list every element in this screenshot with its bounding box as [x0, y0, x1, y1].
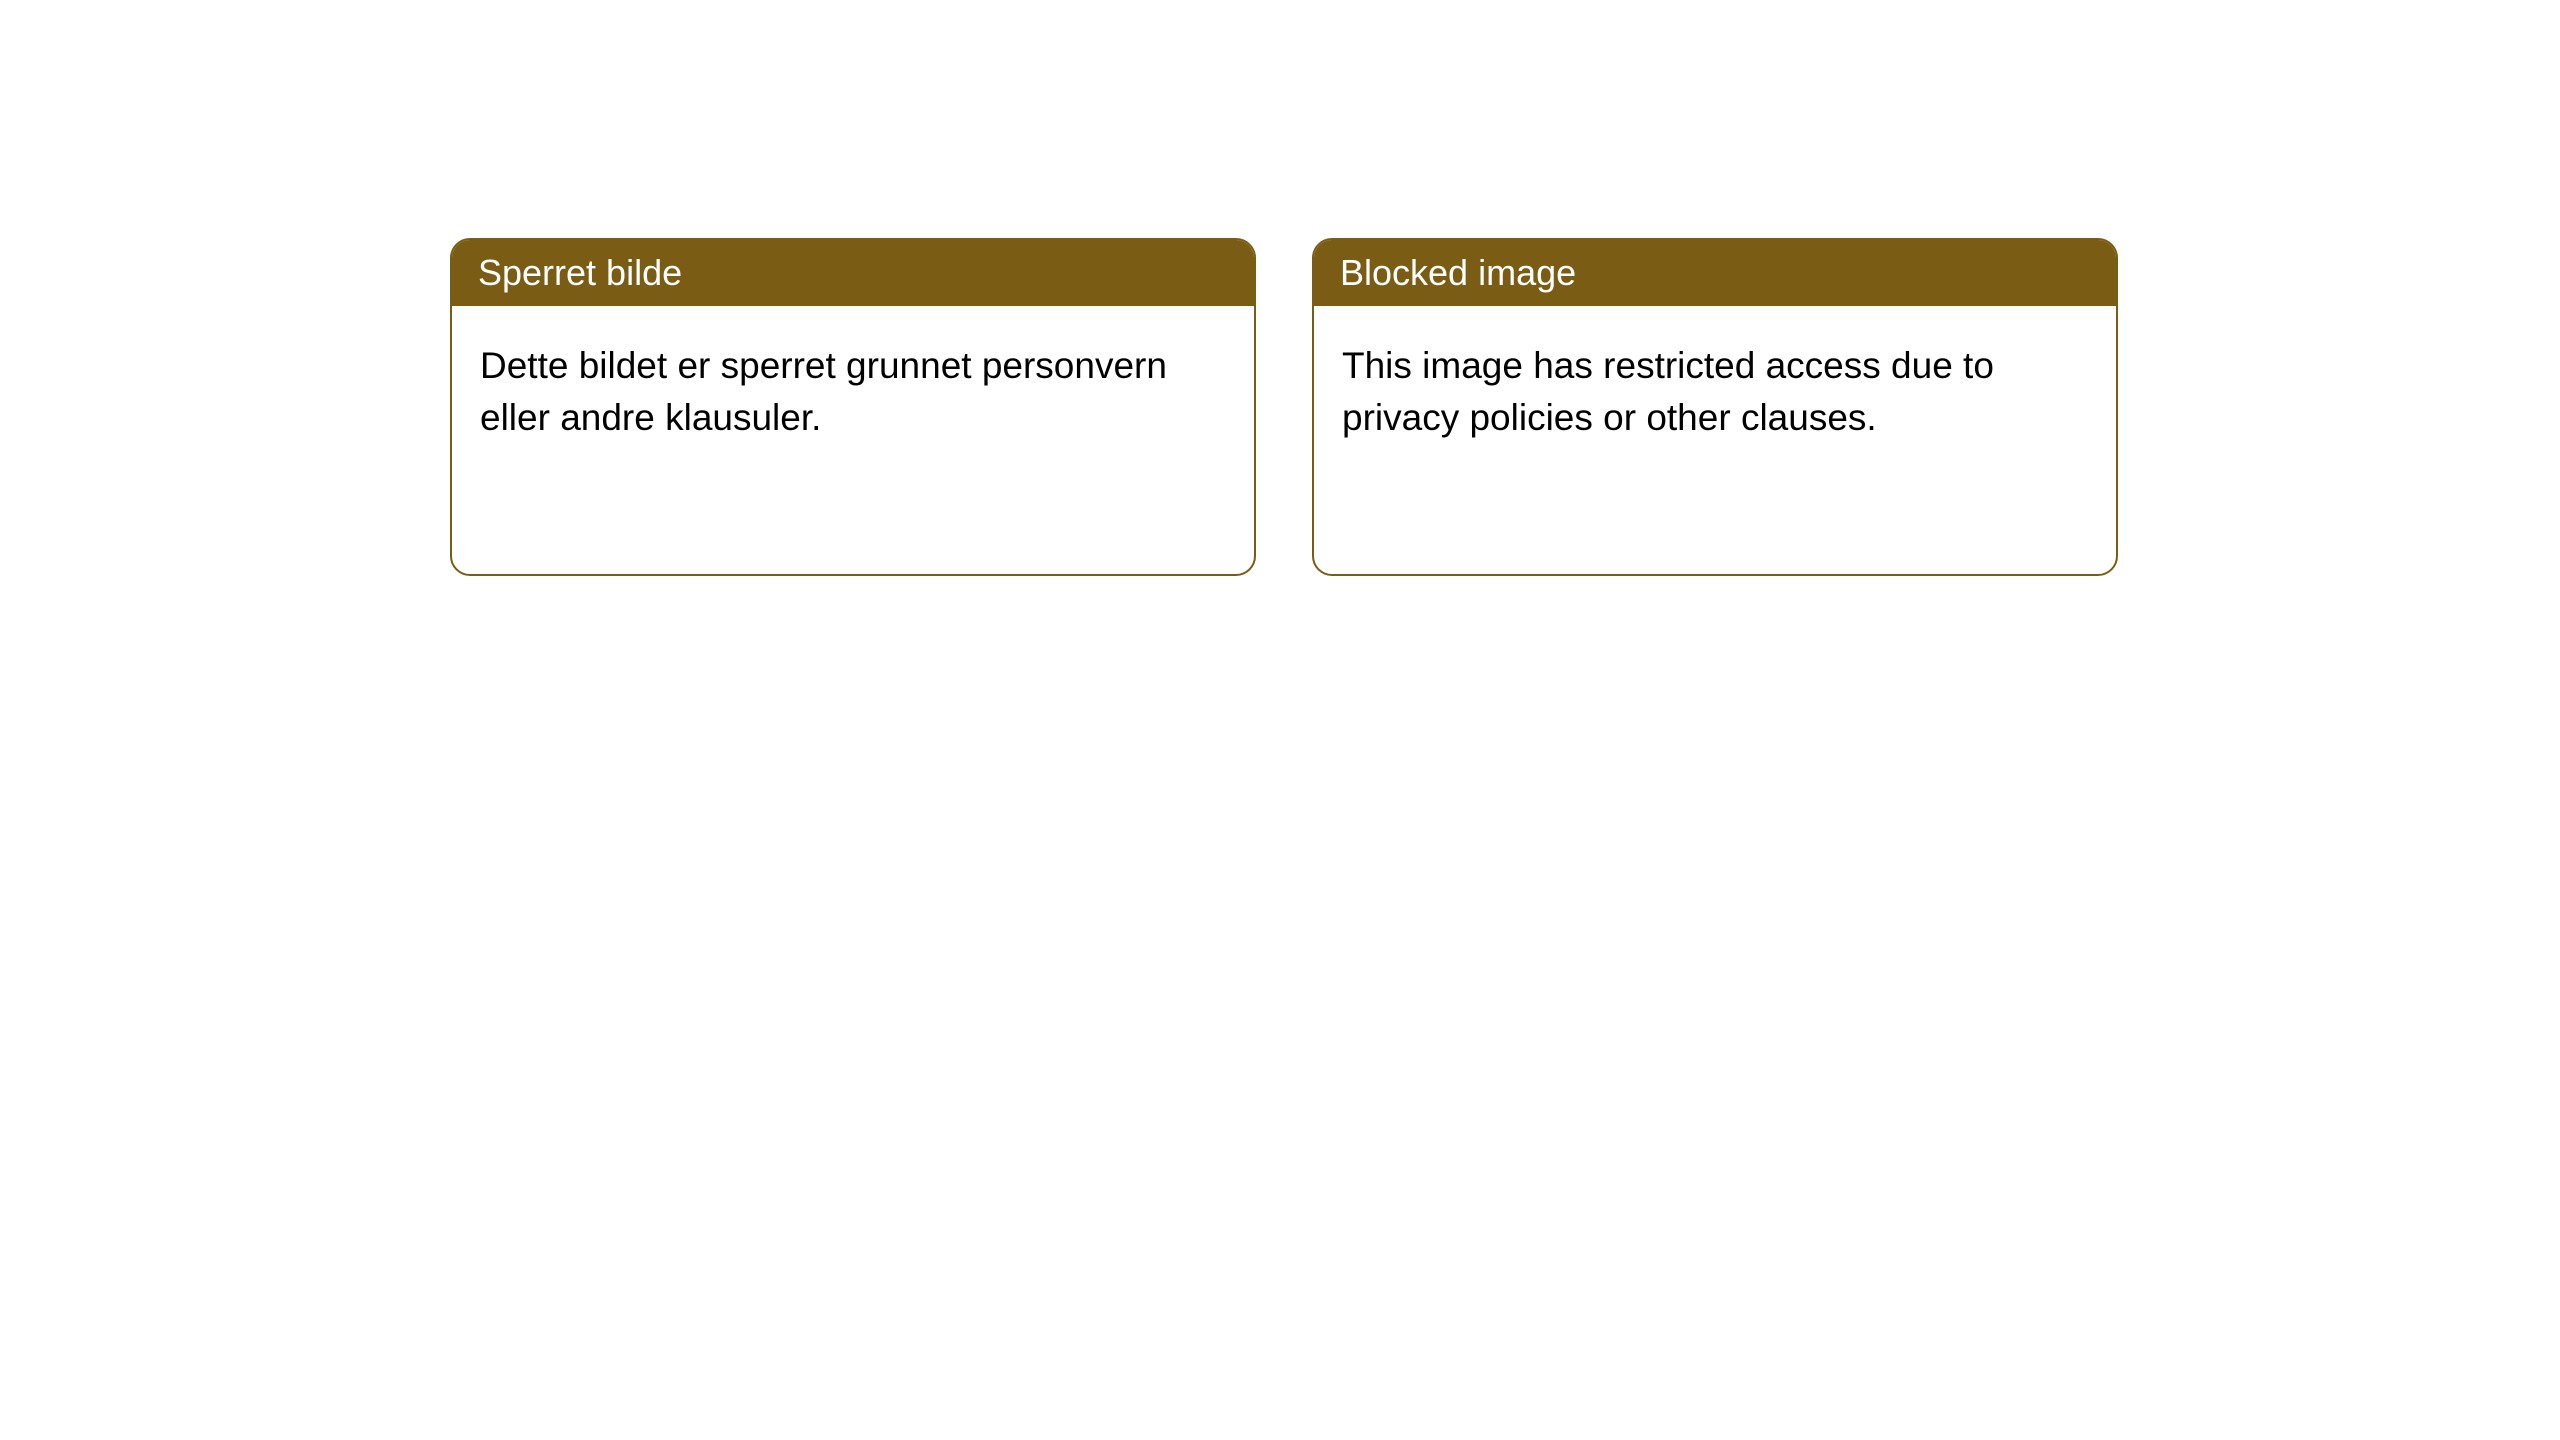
notice-body: Dette bildet er sperret grunnet personve…	[452, 306, 1254, 478]
notice-body: This image has restricted access due to …	[1314, 306, 2116, 478]
notice-title: Blocked image	[1340, 252, 1576, 293]
notice-header: Sperret bilde	[452, 240, 1254, 306]
notice-header: Blocked image	[1314, 240, 2116, 306]
notice-title: Sperret bilde	[478, 252, 682, 293]
notice-card-english: Blocked image This image has restricted …	[1312, 238, 2118, 576]
notice-message: This image has restricted access due to …	[1342, 345, 1994, 438]
notice-container: Sperret bilde Dette bildet er sperret gr…	[0, 0, 2560, 576]
notice-message: Dette bildet er sperret grunnet personve…	[480, 345, 1167, 438]
notice-card-norwegian: Sperret bilde Dette bildet er sperret gr…	[450, 238, 1256, 576]
